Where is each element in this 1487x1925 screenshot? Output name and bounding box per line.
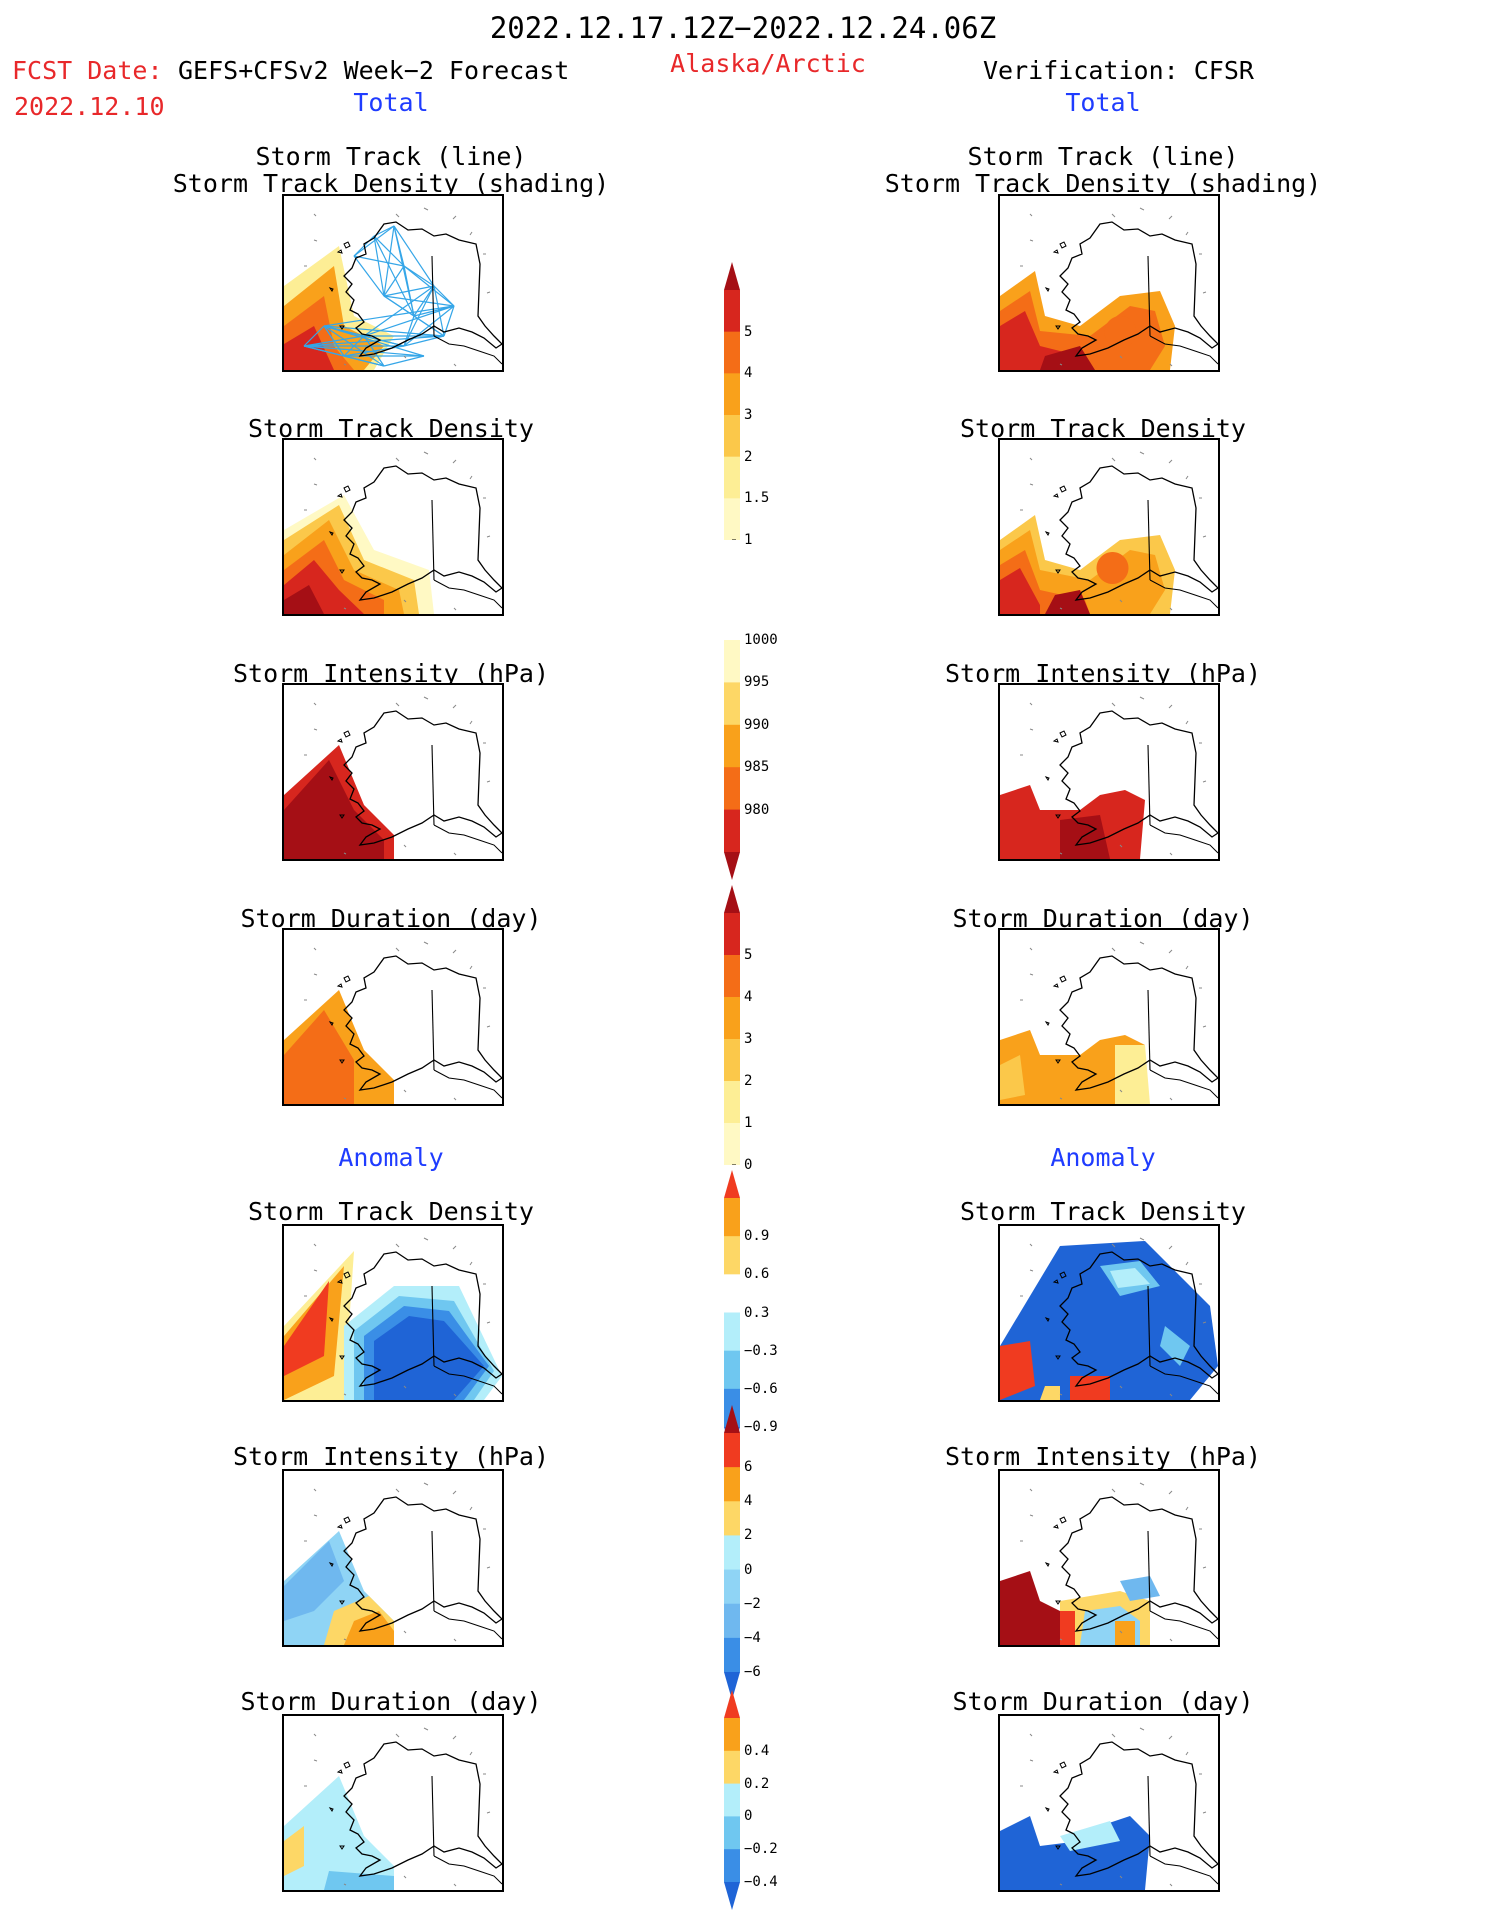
left-panel-6-title-line-1: Storm Intensity (hPa) [232, 1442, 550, 1471]
colorbar-4-tick: −0.3 [744, 1343, 778, 1359]
colorbar-3-tick: 5 [744, 947, 753, 963]
left-panel-1-title-line-2: Storm Track Density (shading) [172, 169, 610, 198]
colorbar-6 [722, 1690, 742, 1914]
left-map-panel-1 [282, 194, 504, 372]
right-panel-6-title-line-1: Storm Intensity (hPa) [944, 1442, 1262, 1471]
colorbar-1-tick: 2 [744, 449, 753, 465]
colorbar-6-tick: 0.4 [744, 1743, 770, 1759]
verification-label: Verification: CFSR [983, 56, 1254, 85]
left-map-panel-2 [282, 438, 504, 616]
colorbar-3 [722, 885, 742, 1169]
colorbar-1-tick: 1 [744, 532, 753, 548]
colorbar-5-tick: −2 [744, 1596, 761, 1612]
left-panel-5-title-line-1: Storm Track Density [248, 1197, 534, 1226]
right-map-panel-7 [998, 1714, 1220, 1892]
fcst-date-value: 2022.12.10 [14, 92, 165, 121]
right-panel-1-title-line-1: Storm Track (line) [967, 142, 1239, 171]
colorbar-4-tick: 0.6 [744, 1266, 770, 1282]
left-map-panel-3 [282, 683, 504, 861]
colorbar-1-tick: 3 [744, 407, 753, 423]
colorbar-1-tick: 4 [744, 365, 753, 381]
colorbar-5 [722, 1405, 742, 1704]
colorbar-5-tick: 0 [744, 1562, 753, 1578]
right-panel-1-title-line-2: Storm Track Density (shading) [884, 169, 1322, 198]
colorbar-2-tick: 985 [744, 759, 770, 775]
colorbar-2-tick: 995 [744, 674, 770, 690]
left-total-label: Total [353, 88, 429, 117]
colorbar-4-tick: 0.9 [744, 1228, 770, 1244]
colorbar-3-tick: 0 [744, 1157, 753, 1173]
fcst-date-label: FCST Date: [12, 56, 163, 85]
colorbar-6-tick: 0 [744, 1808, 753, 1824]
left-map-panel-6 [282, 1469, 504, 1647]
colorbar-6-tick: −0.4 [744, 1874, 778, 1890]
colorbar-5-tick: −6 [744, 1664, 761, 1680]
right-map-panel-6 [998, 1469, 1220, 1647]
colorbar-3-tick: 3 [744, 1031, 753, 1047]
left-map-panel-7 [282, 1714, 504, 1892]
colorbar-4-tick: −0.9 [744, 1419, 778, 1435]
colorbar-4-tick: −0.6 [744, 1381, 778, 1397]
left-panel-2-title-line-1: Storm Track Density [248, 414, 534, 443]
left-panel-3-title-line-1: Storm Intensity (hPa) [232, 659, 550, 688]
right-panel-4-title-line-1: Storm Duration (day) [952, 904, 1254, 933]
colorbar-4-tick: 0.3 [744, 1305, 770, 1321]
colorbar-6-tick: −0.2 [744, 1841, 778, 1857]
right-total-label: Total [1065, 88, 1141, 117]
colorbar-1-tick: 1.5 [744, 490, 770, 506]
right-map-panel-3 [998, 683, 1220, 861]
colorbar-1 [722, 262, 742, 544]
right-anomaly-label: Anomaly [1050, 1143, 1156, 1172]
colorbar-2-tick: 990 [744, 717, 770, 733]
right-panel-2-title-line-1: Storm Track Density [960, 414, 1246, 443]
colorbar-2 [722, 640, 742, 884]
colorbar-5-tick: −4 [744, 1630, 761, 1646]
right-map-panel-4 [998, 928, 1220, 1106]
colorbar-3-tick: 1 [744, 1115, 753, 1131]
left-map-panel-4 [282, 928, 504, 1106]
colorbar-5-tick: 2 [744, 1527, 753, 1543]
right-map-panel-2 [998, 438, 1220, 616]
right-map-panel-5 [998, 1224, 1220, 1402]
colorbar-3-tick: 4 [744, 989, 753, 1005]
right-panel-3-title-line-1: Storm Intensity (hPa) [944, 659, 1262, 688]
right-panel-7-title-line-1: Storm Duration (day) [952, 1687, 1254, 1716]
colorbar-2-tick: 980 [744, 802, 770, 818]
date-range-title: 2022.12.17.12Z−2022.12.24.06Z [489, 11, 997, 45]
colorbar-2-tick: 1000 [744, 632, 778, 648]
colorbar-5-tick: 6 [744, 1459, 753, 1475]
region-label: Alaska/Arctic [670, 49, 866, 78]
right-map-panel-1 [998, 194, 1220, 372]
colorbar-5-tick: 4 [744, 1493, 753, 1509]
left-panel-4-title-line-1: Storm Duration (day) [240, 904, 542, 933]
left-panel-1-title-line-1: Storm Track (line) [255, 142, 527, 171]
left-anomaly-label: Anomaly [338, 1143, 444, 1172]
left-map-panel-5 [282, 1224, 504, 1402]
colorbar-3-tick: 2 [744, 1073, 753, 1089]
fcst-model-label: GEFS+CFSv2 Week−2 Forecast [178, 56, 570, 85]
right-panel-5-title-line-1: Storm Track Density [960, 1197, 1246, 1226]
colorbar-6-tick: 0.2 [744, 1776, 770, 1792]
left-panel-7-title-line-1: Storm Duration (day) [240, 1687, 542, 1716]
colorbar-1-tick: 5 [744, 324, 753, 340]
